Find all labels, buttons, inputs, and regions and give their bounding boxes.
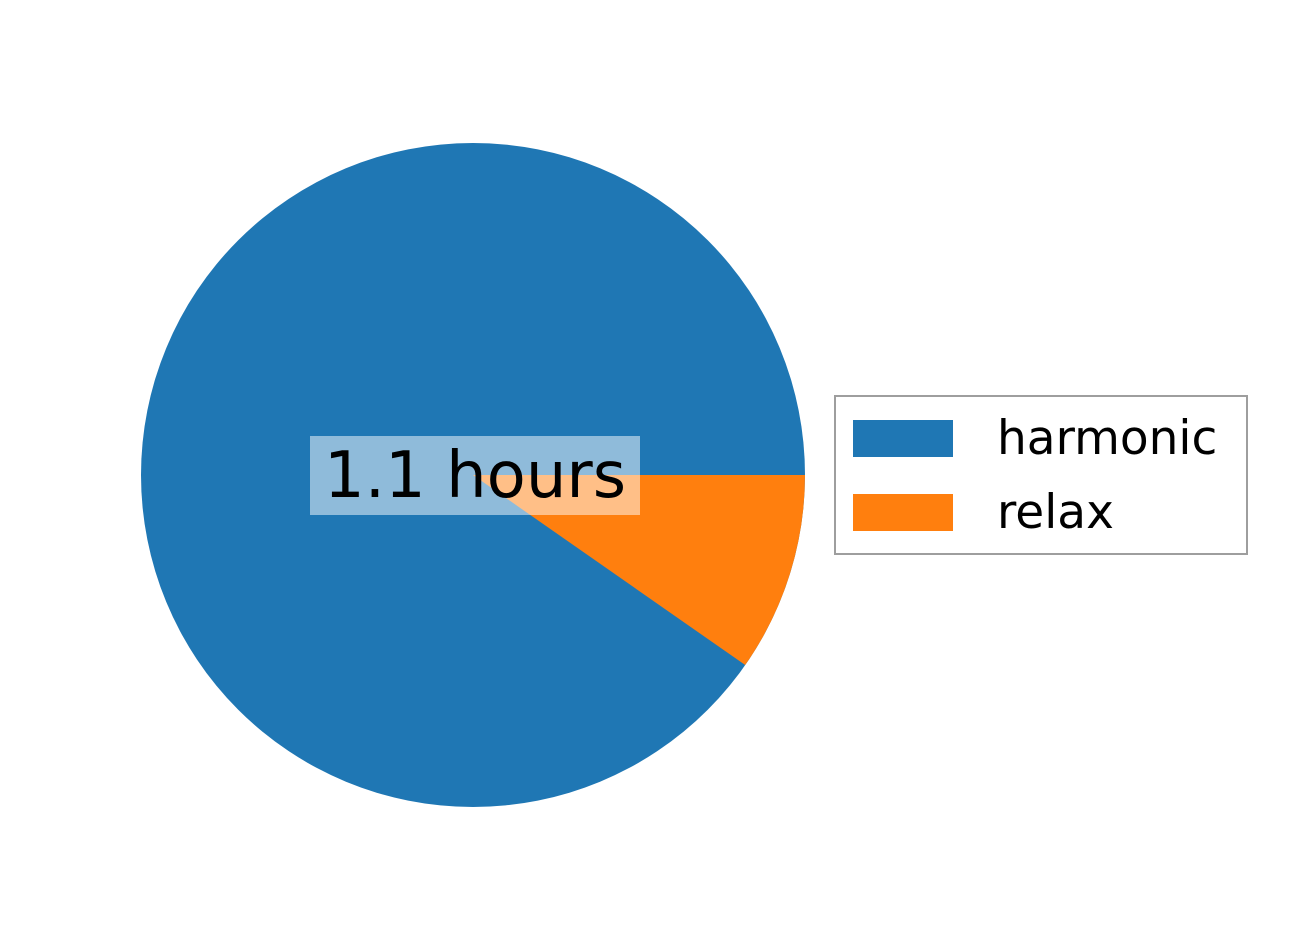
legend-item-relax: relax — [836, 479, 1246, 545]
legend-label-relax: relax — [997, 484, 1114, 540]
pie-center-label: 1.1 hours — [310, 436, 640, 515]
legend-item-harmonic: harmonic — [836, 405, 1246, 471]
legend-label-harmonic: harmonic — [997, 410, 1218, 466]
legend-swatch-relax-icon — [853, 493, 953, 531]
legend-swatch-harmonic-icon — [853, 419, 953, 457]
pie-slice-relax — [473, 475, 805, 666]
legend: harmonic relax — [834, 395, 1248, 555]
